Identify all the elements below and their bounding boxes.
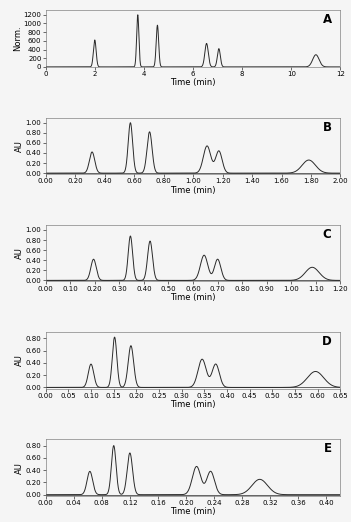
Text: B: B <box>323 121 332 134</box>
X-axis label: Time (min): Time (min) <box>170 507 216 516</box>
X-axis label: Time (min): Time (min) <box>170 293 216 302</box>
Y-axis label: AU: AU <box>15 354 24 366</box>
Y-axis label: AU: AU <box>15 140 24 152</box>
Y-axis label: AU: AU <box>15 462 24 473</box>
Y-axis label: Norm.: Norm. <box>13 26 22 52</box>
X-axis label: Time (min): Time (min) <box>170 78 216 88</box>
Text: C: C <box>323 228 332 241</box>
X-axis label: Time (min): Time (min) <box>170 186 216 195</box>
Text: A: A <box>323 13 332 26</box>
Y-axis label: AU: AU <box>15 247 24 259</box>
Text: D: D <box>322 335 332 348</box>
X-axis label: Time (min): Time (min) <box>170 400 216 409</box>
Text: E: E <box>324 442 332 455</box>
